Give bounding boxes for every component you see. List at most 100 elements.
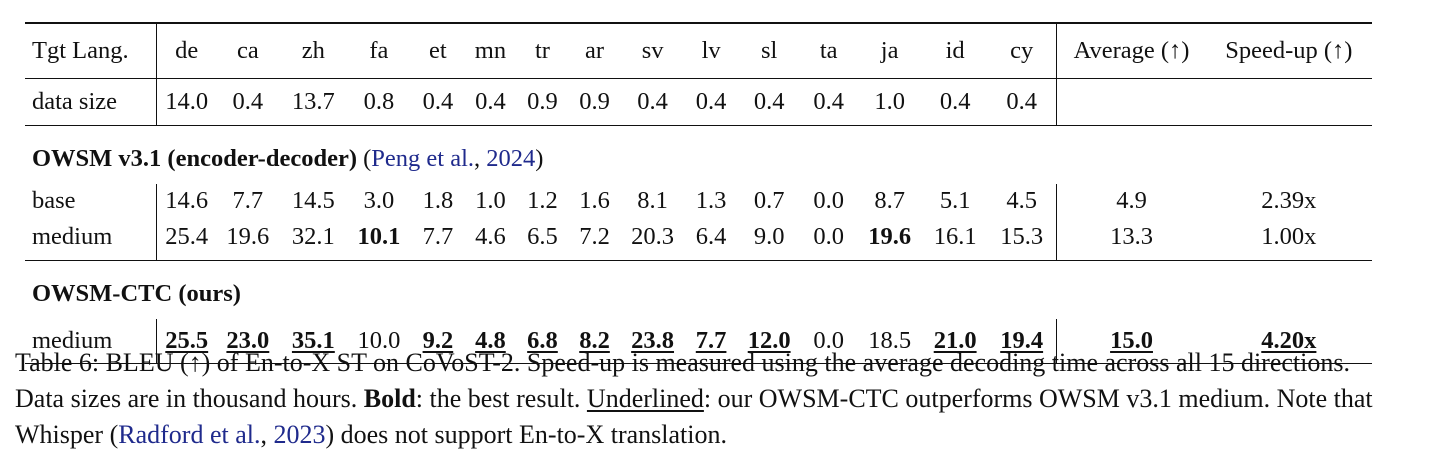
lang-ta: ta [801,22,856,79]
average-value: 4.9 [1057,184,1206,218]
group-header-owsm-v31: OWSM v3.1 (encoder-decoder) (Peng et al.… [25,126,1372,185]
row-label: medium [25,319,158,364]
bleu-value-text: 4.5 [1006,187,1037,214]
data-size-label: data size [25,78,158,126]
group-header-owsm-ctc: OWSM-CTC (ours) [25,260,1372,319]
lang-id: id [923,22,987,79]
speedup-value-text: 4.20x [1261,327,1317,354]
bleu-value-text: 0.0 [813,327,844,354]
lang-sl: sl [736,22,802,79]
citation-year-link[interactable]: 2023 [273,420,326,449]
bleu-value-text: 19.6 [868,223,912,250]
bleu-value: 35.1 [279,319,348,364]
lang-sv: sv [619,22,686,79]
bleu-value: 1.8 [411,184,465,218]
bleu-value: 19.6 [216,218,280,261]
citation-year-link[interactable]: 2024 [486,145,536,172]
lang-de: de [156,22,217,79]
data-size-value: 0.4 [736,78,802,126]
row-label: base [25,184,158,218]
bleu-value-text: 6.4 [695,223,727,250]
bleu-value-text: 1.3 [695,187,727,214]
speedup-value-text: 1.00x [1261,223,1317,250]
bleu-value-text: 7.7 [422,223,454,250]
bleu-value: 9.2 [410,319,466,364]
bleu-value-text: 0.0 [813,187,844,214]
bleu-value-text: 19.6 [226,223,270,250]
bleu-value: 0.0 [801,184,855,218]
bleu-value-text: 25.5 [165,327,209,354]
caption-text: Table 6: BLEU (↑) of En-to-X ST on CoVoS… [15,345,1395,453]
bleu-value: 19.4 [986,319,1058,364]
bleu-value-text: 1.2 [527,187,558,214]
bleu-value: 1.0 [465,184,516,218]
speedup-value-text: 2.39x [1261,187,1317,214]
bleu-value: 15.3 [986,218,1058,261]
speedup-value: 2.39x [1206,184,1372,218]
citation-author-link[interactable]: Radford et al. [118,420,261,449]
bleu-value: 7.7 [685,319,737,364]
header-average: Average (↑) [1056,22,1206,79]
caption-underlined-word: Underlined [586,384,704,413]
bleu-value: 7.2 [569,218,620,261]
bleu-value: 5.1 [923,184,987,218]
bleu-value: 1.3 [685,184,737,218]
citation-author-link[interactable]: Peng et al. [371,145,475,172]
row-label-text: medium [32,223,113,250]
caption-part: : the best result. [415,384,587,413]
caption-part: Table 6: BLEU (↑) of En-to-X ST on CoVoS… [15,348,1350,413]
bleu-value-text: 1.0 [475,187,506,214]
bleu-value-text: 0.0 [813,223,844,250]
row-label-text: base [32,187,76,214]
caption-part: ) does not support En-to-X translation. [325,420,727,449]
header-speedup: Speed-up (↑) [1205,22,1372,79]
lang-fa: fa [347,22,411,79]
bleu-value: 0.7 [737,184,802,218]
header-row: Tgt Lang. de ca zh fa et mn tr ar sv lv … [25,22,1372,79]
data-size-value: 0.4 [685,78,737,126]
bleu-value-text: 8.1 [637,187,668,214]
bleu-value: 9.0 [737,218,802,261]
bleu-value: 25.4 [157,218,216,261]
lang-ca: ca [216,22,280,79]
bleu-value-text: 10.0 [357,327,401,354]
speedup-value: 1.00x [1206,218,1372,261]
data-size-value: 0.4 [986,78,1058,126]
bleu-value: 0.0 [801,319,856,364]
bleu-value: 8.1 [620,184,686,218]
bleu-value-text: 6.5 [527,223,558,250]
average-value-text: 4.9 [1116,187,1147,214]
data-size-value: 1.0 [855,78,924,126]
bleu-value: 23.0 [216,319,280,364]
bleu-value-text: 4.6 [475,223,506,250]
row-label-text: medium [32,327,113,354]
data-size-row: data size 14.0 0.4 13.7 0.8 0.4 0.4 0.9 … [25,78,1372,126]
bleu-value: 6.5 [516,218,570,261]
bleu-value-text: 1.8 [422,187,454,214]
lang-zh: zh [279,22,348,79]
bleu-value-text: 12.0 [747,327,791,354]
bleu-value-text: 23.0 [226,327,270,354]
bleu-value: 21.0 [923,319,987,364]
bleu-value: 6.4 [685,218,737,261]
bleu-value-text: 16.1 [933,223,977,250]
data-size-value: 0.8 [347,78,411,126]
data-size-value: 0.4 [410,78,466,126]
bleu-value: 7.7 [411,218,465,261]
bleu-value: 20.3 [620,218,686,261]
bleu-value-text: 14.6 [165,187,209,214]
bleu-value-text: 14.5 [291,187,335,214]
average-value-text: 13.3 [1110,223,1153,250]
average-value: 15.0 [1056,319,1206,364]
bleu-value: 18.5 [855,319,924,364]
data-size-value: 0.4 [216,78,280,126]
bleu-value-text: 7.2 [579,223,610,250]
lang-mn: mn [465,22,516,79]
lang-ar: ar [569,22,620,79]
bleu-value: 3.0 [347,184,411,218]
data-size-value: 14.0 [156,78,217,126]
bleu-value-text: 35.1 [291,327,335,354]
bleu-value-text: 18.5 [868,327,912,354]
table-row: medium 25.5 23.0 35.1 10.0 9.2 4.8 6.8 8.2 23.8 7.… [25,319,1372,364]
data-size-value: 0.9 [569,78,620,126]
